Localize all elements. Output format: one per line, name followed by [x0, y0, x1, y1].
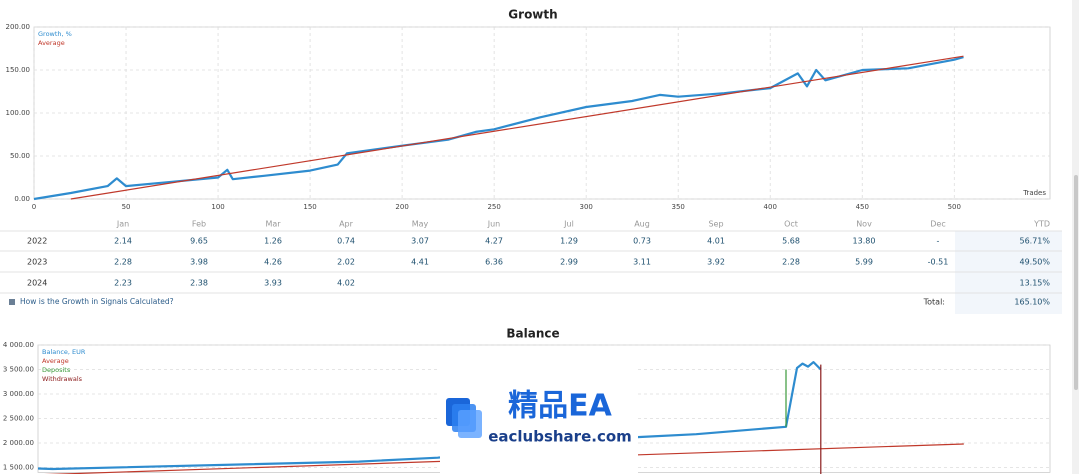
x-tick-label: 500 [948, 203, 961, 211]
legend-entry: Growth, % [38, 30, 72, 38]
column-header: YTD [1033, 220, 1050, 229]
table-cell: 2.38 [190, 279, 208, 288]
total-value: 165.10% [1014, 298, 1050, 307]
y-tick-label: 150.00 [6, 66, 31, 74]
table-cell: 2.99 [560, 258, 578, 267]
table-cell: 2.14 [114, 237, 132, 246]
table-cell: 6.36 [485, 258, 503, 267]
table-cell: 0.74 [337, 237, 355, 246]
help-link[interactable]: How is the Growth in Signals Calculated? [20, 297, 174, 306]
column-header: Sep [708, 220, 723, 229]
table-cell: -0.51 [928, 258, 949, 267]
watermark-site: eaclubshare.com [488, 428, 632, 446]
row-year: 2023 [27, 258, 47, 267]
column-header: Jan [116, 220, 129, 229]
series-line [38, 361, 822, 471]
legend-entry: Balance, EUR [42, 348, 86, 356]
table-cell: - [937, 237, 940, 246]
column-header: Mar [265, 220, 281, 229]
x-tick-label: 150 [303, 203, 316, 211]
table-cell: 49.50% [1019, 258, 1050, 267]
x-tick-label: 250 [487, 203, 500, 211]
x-tick-label: 50 [122, 203, 131, 211]
y-tick-label: 3 000.00 [3, 390, 34, 398]
table-cell: 4.26 [264, 258, 282, 267]
x-tick-label: 200 [395, 203, 408, 211]
y-tick-label: 2 000.00 [3, 439, 34, 447]
table-cell: 1.26 [264, 237, 282, 246]
column-header: Oct [784, 220, 798, 229]
column-header: Apr [339, 220, 354, 229]
y-tick-label: 4 000.00 [3, 341, 34, 349]
table-cell: 5.68 [782, 237, 800, 246]
watermark-brand: 精品EA [508, 389, 612, 424]
column-header: Jun [487, 220, 501, 229]
x-axis-label: Trades [1022, 189, 1046, 197]
table-cell: 3.93 [264, 279, 282, 288]
logo-bar [458, 410, 482, 438]
watermark-logo [446, 398, 482, 438]
chart-title: Balance [506, 327, 559, 341]
x-tick-label: 300 [579, 203, 592, 211]
table-cell: 3.98 [190, 258, 208, 267]
series-group [33, 55, 964, 201]
table-cell: 0.73 [633, 237, 651, 246]
table-cell: 2.02 [337, 258, 355, 267]
legend-entry: Deposits [42, 366, 71, 374]
table-cell: 9.65 [190, 237, 208, 246]
table-cell: 4.01 [707, 237, 725, 246]
y-tick-label: 2 500.00 [3, 415, 34, 423]
column-header: Aug [634, 220, 650, 229]
x-tick-label: 400 [764, 203, 777, 211]
chart-title: Growth [508, 8, 557, 22]
row-year: 2024 [27, 279, 47, 288]
table-cell: 3.92 [707, 258, 725, 267]
scroll-thumb[interactable] [1074, 175, 1078, 390]
y-tick-label: 50.00 [10, 152, 30, 160]
table-cell: 4.27 [485, 237, 503, 246]
table-cell: 3.07 [411, 237, 429, 246]
table-cell: 4.41 [411, 258, 429, 267]
legend-entry: Withdrawals [42, 375, 83, 383]
y-tick-label: 100.00 [6, 109, 31, 117]
column-header: Feb [192, 220, 206, 229]
y-tick-label: 3 500.00 [3, 366, 34, 374]
table-cell: 4.02 [337, 279, 355, 288]
table-cell: 13.15% [1019, 279, 1050, 288]
legend-entry: Average [42, 357, 69, 365]
series-line [70, 55, 964, 200]
x-tick-label: 0 [32, 203, 36, 211]
column-header: Nov [856, 220, 872, 229]
table-cell: 1.29 [560, 237, 578, 246]
y-tick-label: 200.00 [6, 23, 31, 31]
y-tick-label: 1 500.00 [3, 464, 34, 472]
table-cell: 2.23 [114, 279, 132, 288]
column-header: Dec [930, 220, 945, 229]
y-tick-label: 0.00 [14, 195, 30, 203]
x-tick-label: 450 [856, 203, 869, 211]
table-cell: 56.71% [1019, 237, 1050, 246]
column-header: May [412, 220, 429, 229]
row-year: 2022 [27, 237, 47, 246]
x-tick-label: 100 [211, 203, 224, 211]
info-icon [9, 299, 15, 305]
table-cell: 2.28 [114, 258, 132, 267]
x-tick-label: 350 [672, 203, 685, 211]
table-cell: 5.99 [855, 258, 873, 267]
total-label: Total: [923, 298, 945, 307]
table-cell: 2.28 [782, 258, 800, 267]
legend-entry: Average [38, 39, 65, 47]
column-header: Jul [563, 220, 574, 229]
table-cell: 3.11 [633, 258, 651, 267]
table-cell: 13.80 [853, 237, 876, 246]
